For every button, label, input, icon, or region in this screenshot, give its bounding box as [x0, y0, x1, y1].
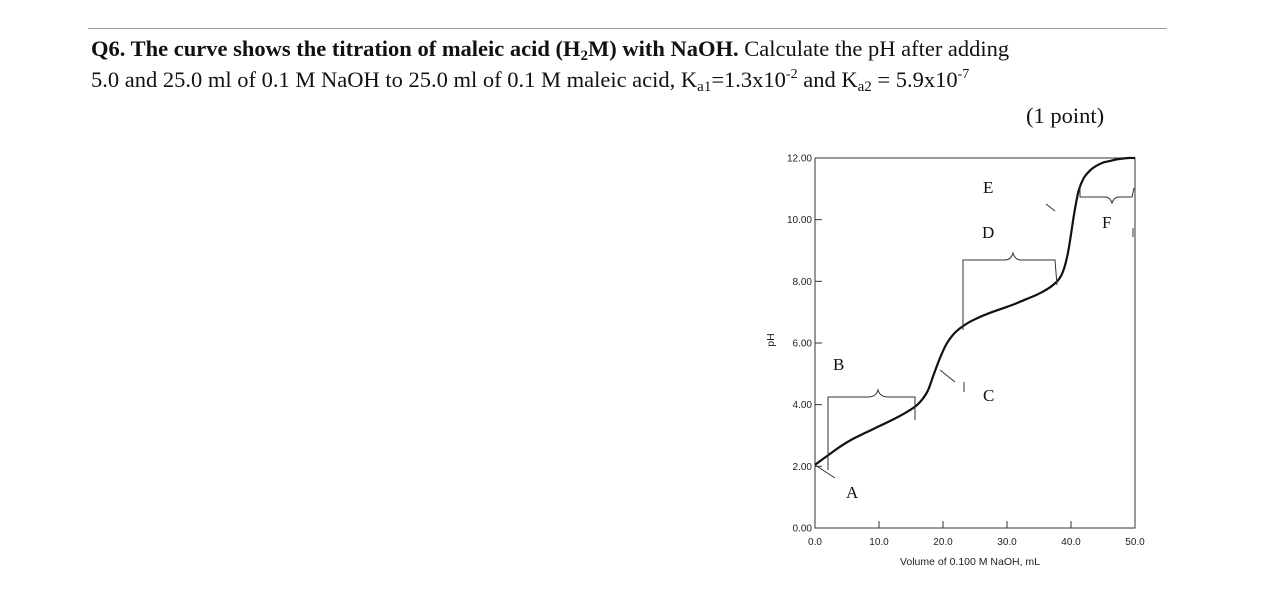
ka1-subscript: a1: [697, 79, 712, 95]
y-axis-label: pH: [765, 333, 777, 346]
pointer-a: [814, 464, 836, 479]
chart-axes: [814, 157, 1136, 529]
question-line2-part2: =1.3x10: [711, 67, 786, 92]
question-line1-rest: Calculate the pH after adding: [738, 36, 1010, 61]
x-tick-label: 50.0: [1125, 537, 1145, 548]
question-text: Q6. The curve shows the titration of mal…: [91, 33, 1009, 95]
ka1-exponent: -2: [785, 67, 798, 82]
y-tick-label: 8.00: [793, 277, 813, 288]
question-line2-part3: and K: [797, 67, 858, 92]
pointer-e: [1045, 203, 1056, 212]
plot-frame: [814, 157, 1136, 529]
x-tick-label: 0.0: [808, 537, 822, 548]
chart-ticks: 0.00 2.00 4.00 6.00 8.00 10.00 12.00 0.0 10.0 20.…: [787, 154, 1145, 549]
y-tick-label: 4.00: [793, 400, 813, 411]
bracket-b: [827, 388, 916, 470]
label-c: C: [983, 386, 994, 405]
x-tick-label: 40.0: [1061, 537, 1081, 548]
ka2-subscript: a2: [857, 79, 872, 95]
top-rule: [88, 28, 1167, 29]
label-a: A: [846, 483, 859, 502]
question-bold-sub: 2: [580, 48, 589, 64]
y-tick-label: 0.00: [793, 524, 813, 535]
bracket-d: [962, 251, 1058, 330]
label-d: D: [982, 223, 994, 242]
y-tick-label: 12.00: [787, 154, 812, 165]
y-tick-label: 6.00: [793, 339, 813, 350]
pointer-c: [939, 369, 956, 383]
annotation-marks: [814, 187, 1135, 479]
question-bold-2: M) with NaOH.: [588, 36, 739, 61]
label-e: E: [983, 178, 993, 197]
x-tick-label: 30.0: [997, 537, 1017, 548]
y-tick-label: 10.00: [787, 215, 812, 226]
question-line2-part1: 5.0 and 25.0 ml of 0.1 M NaOH to 25.0 ml…: [91, 67, 698, 92]
points-label: (1 point): [1026, 103, 1105, 128]
x-tick-label: 10.0: [869, 537, 889, 548]
x-axis-label: Volume of 0.100 M NaOH, mL: [900, 556, 1040, 568]
bracket-f: [1079, 187, 1135, 205]
question-bold: Q6. The curve shows the titration of mal…: [91, 36, 739, 64]
y-tick-label: 2.00: [793, 462, 813, 473]
ka2-exponent: -7: [957, 67, 970, 82]
label-f: F: [1102, 213, 1111, 232]
question-line2-part4: = 5.9x10: [871, 67, 958, 92]
label-b: B: [833, 355, 844, 374]
question-bold-1: Q6. The curve shows the titration of mal…: [91, 36, 581, 61]
x-tick-label: 20.0: [933, 537, 953, 548]
titration-curve: [814, 156, 1136, 466]
